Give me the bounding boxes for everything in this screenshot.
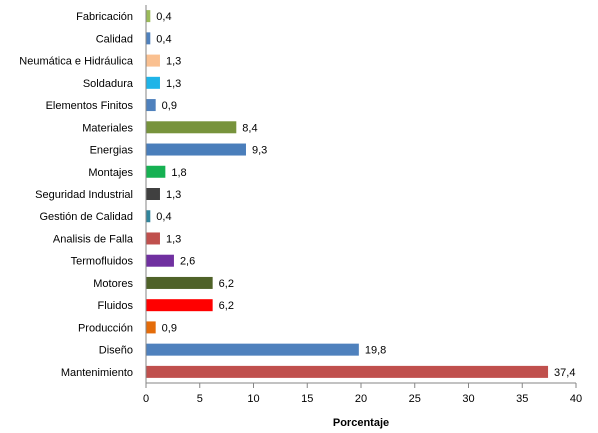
x-tick-label: 30: [462, 393, 474, 405]
category-label: Diseño: [99, 345, 133, 357]
value-label: 19,8: [365, 345, 386, 357]
category-label: Termofluidos: [71, 256, 134, 268]
bar-16: [146, 365, 549, 378]
category-label: Neumática e Hidráulica: [19, 56, 134, 68]
value-label: 1,3: [166, 56, 181, 68]
bar-9: [146, 210, 151, 223]
category-label: Energias: [90, 145, 134, 157]
category-label: Soldadura: [83, 78, 134, 90]
bar-5: [146, 121, 237, 134]
category-label: Mantenimiento: [61, 367, 133, 379]
bar-3: [146, 76, 160, 89]
bar-13: [146, 299, 213, 312]
value-labels: 0,4 0,4 1,3 1,3 0,9 8,4 9,3 1,8 1,3 0,4 1,3 2,6 6,2 6…: [156, 11, 575, 379]
value-label: 1,3: [166, 233, 181, 245]
x-tick-label: 25: [409, 393, 421, 405]
bar-6: [146, 143, 246, 156]
category-label: Gestión de Calidad: [39, 211, 133, 223]
bar-11: [146, 254, 174, 267]
bar-8: [146, 188, 160, 200]
value-label: 0,4: [156, 11, 171, 23]
value-label: 37,4: [554, 367, 575, 379]
category-label: Analisis de Falla: [53, 233, 134, 245]
value-label: 9,3: [252, 145, 267, 157]
value-label: 0,9: [162, 322, 177, 334]
bar-12: [146, 276, 213, 289]
x-tick-label: 5: [197, 393, 203, 405]
value-label: 1,8: [171, 167, 186, 179]
x-tick-label: 35: [516, 393, 528, 405]
x-tick-label: 0: [143, 393, 149, 405]
bar-10: [146, 232, 160, 245]
x-axis-title: Porcentaje: [333, 417, 389, 429]
bar-14: [146, 321, 156, 334]
bar-0: [146, 10, 151, 23]
bars-group: [146, 10, 549, 378]
category-label: Fabricación: [76, 11, 133, 23]
value-label: 6,2: [219, 278, 234, 290]
x-axis-ticks: 0 5 10 15 20 25 30 35 40: [143, 383, 582, 405]
category-label: Motores: [93, 278, 133, 290]
category-label: Seguridad Industrial: [35, 189, 133, 201]
category-label: Calidad: [96, 33, 133, 45]
bar-4: [146, 99, 156, 112]
value-label: 0,4: [156, 33, 171, 45]
value-label: 0,4: [156, 211, 171, 223]
value-label: 2,6: [180, 256, 195, 268]
category-labels: Fabricación Calidad Neumática e Hidráulica…: [19, 11, 134, 379]
bar-15: [146, 343, 359, 356]
value-label: 1,3: [166, 78, 181, 90]
category-label: Producción: [78, 322, 133, 334]
bar-1: [146, 32, 151, 45]
category-label: Materiales: [82, 122, 133, 134]
x-tick-label: 10: [247, 393, 259, 405]
value-label: 8,4: [242, 122, 257, 134]
x-tick-label: 40: [570, 393, 582, 405]
category-label: Montajes: [88, 167, 133, 179]
x-tick-label: 15: [301, 393, 313, 405]
category-label: Elementos Finitos: [46, 100, 134, 112]
x-tick-label: 20: [355, 393, 367, 405]
value-label: 0,9: [162, 100, 177, 112]
category-label: Fluidos: [98, 300, 134, 312]
value-label: 6,2: [219, 300, 234, 312]
bar-2: [146, 54, 160, 67]
axes: [145, 5, 576, 384]
value-label: 1,3: [166, 189, 181, 201]
bar-7: [146, 165, 166, 178]
